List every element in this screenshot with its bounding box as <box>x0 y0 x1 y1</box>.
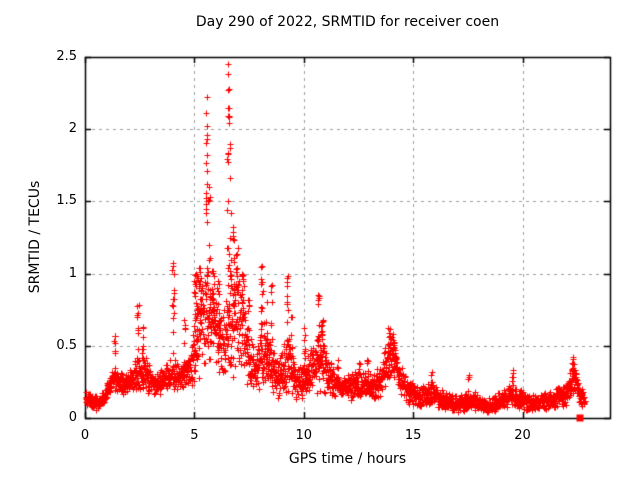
y-tick-label: 2 <box>68 121 77 137</box>
x-tick-label: 20 <box>514 428 531 443</box>
y-axis-title: SRMTID / TECUs <box>27 180 43 294</box>
y-tick-label: 0 <box>68 410 77 425</box>
y-tick-label: 0.5 <box>56 337 77 353</box>
x-tick-label: 15 <box>404 428 422 443</box>
x-tick-label: 5 <box>190 428 199 443</box>
x-tick-label: 10 <box>295 428 313 443</box>
chart-title: Day 290 of 2022, SRMTID for receiver coe… <box>195 14 500 30</box>
x-axis-title: GPS time / hours <box>288 451 407 467</box>
y-tick-label: 2.5 <box>56 49 77 64</box>
y-tick-label: 1 <box>68 265 77 281</box>
y-tick-label: 1.5 <box>56 193 77 209</box>
x-tick-label: 0 <box>80 428 90 443</box>
